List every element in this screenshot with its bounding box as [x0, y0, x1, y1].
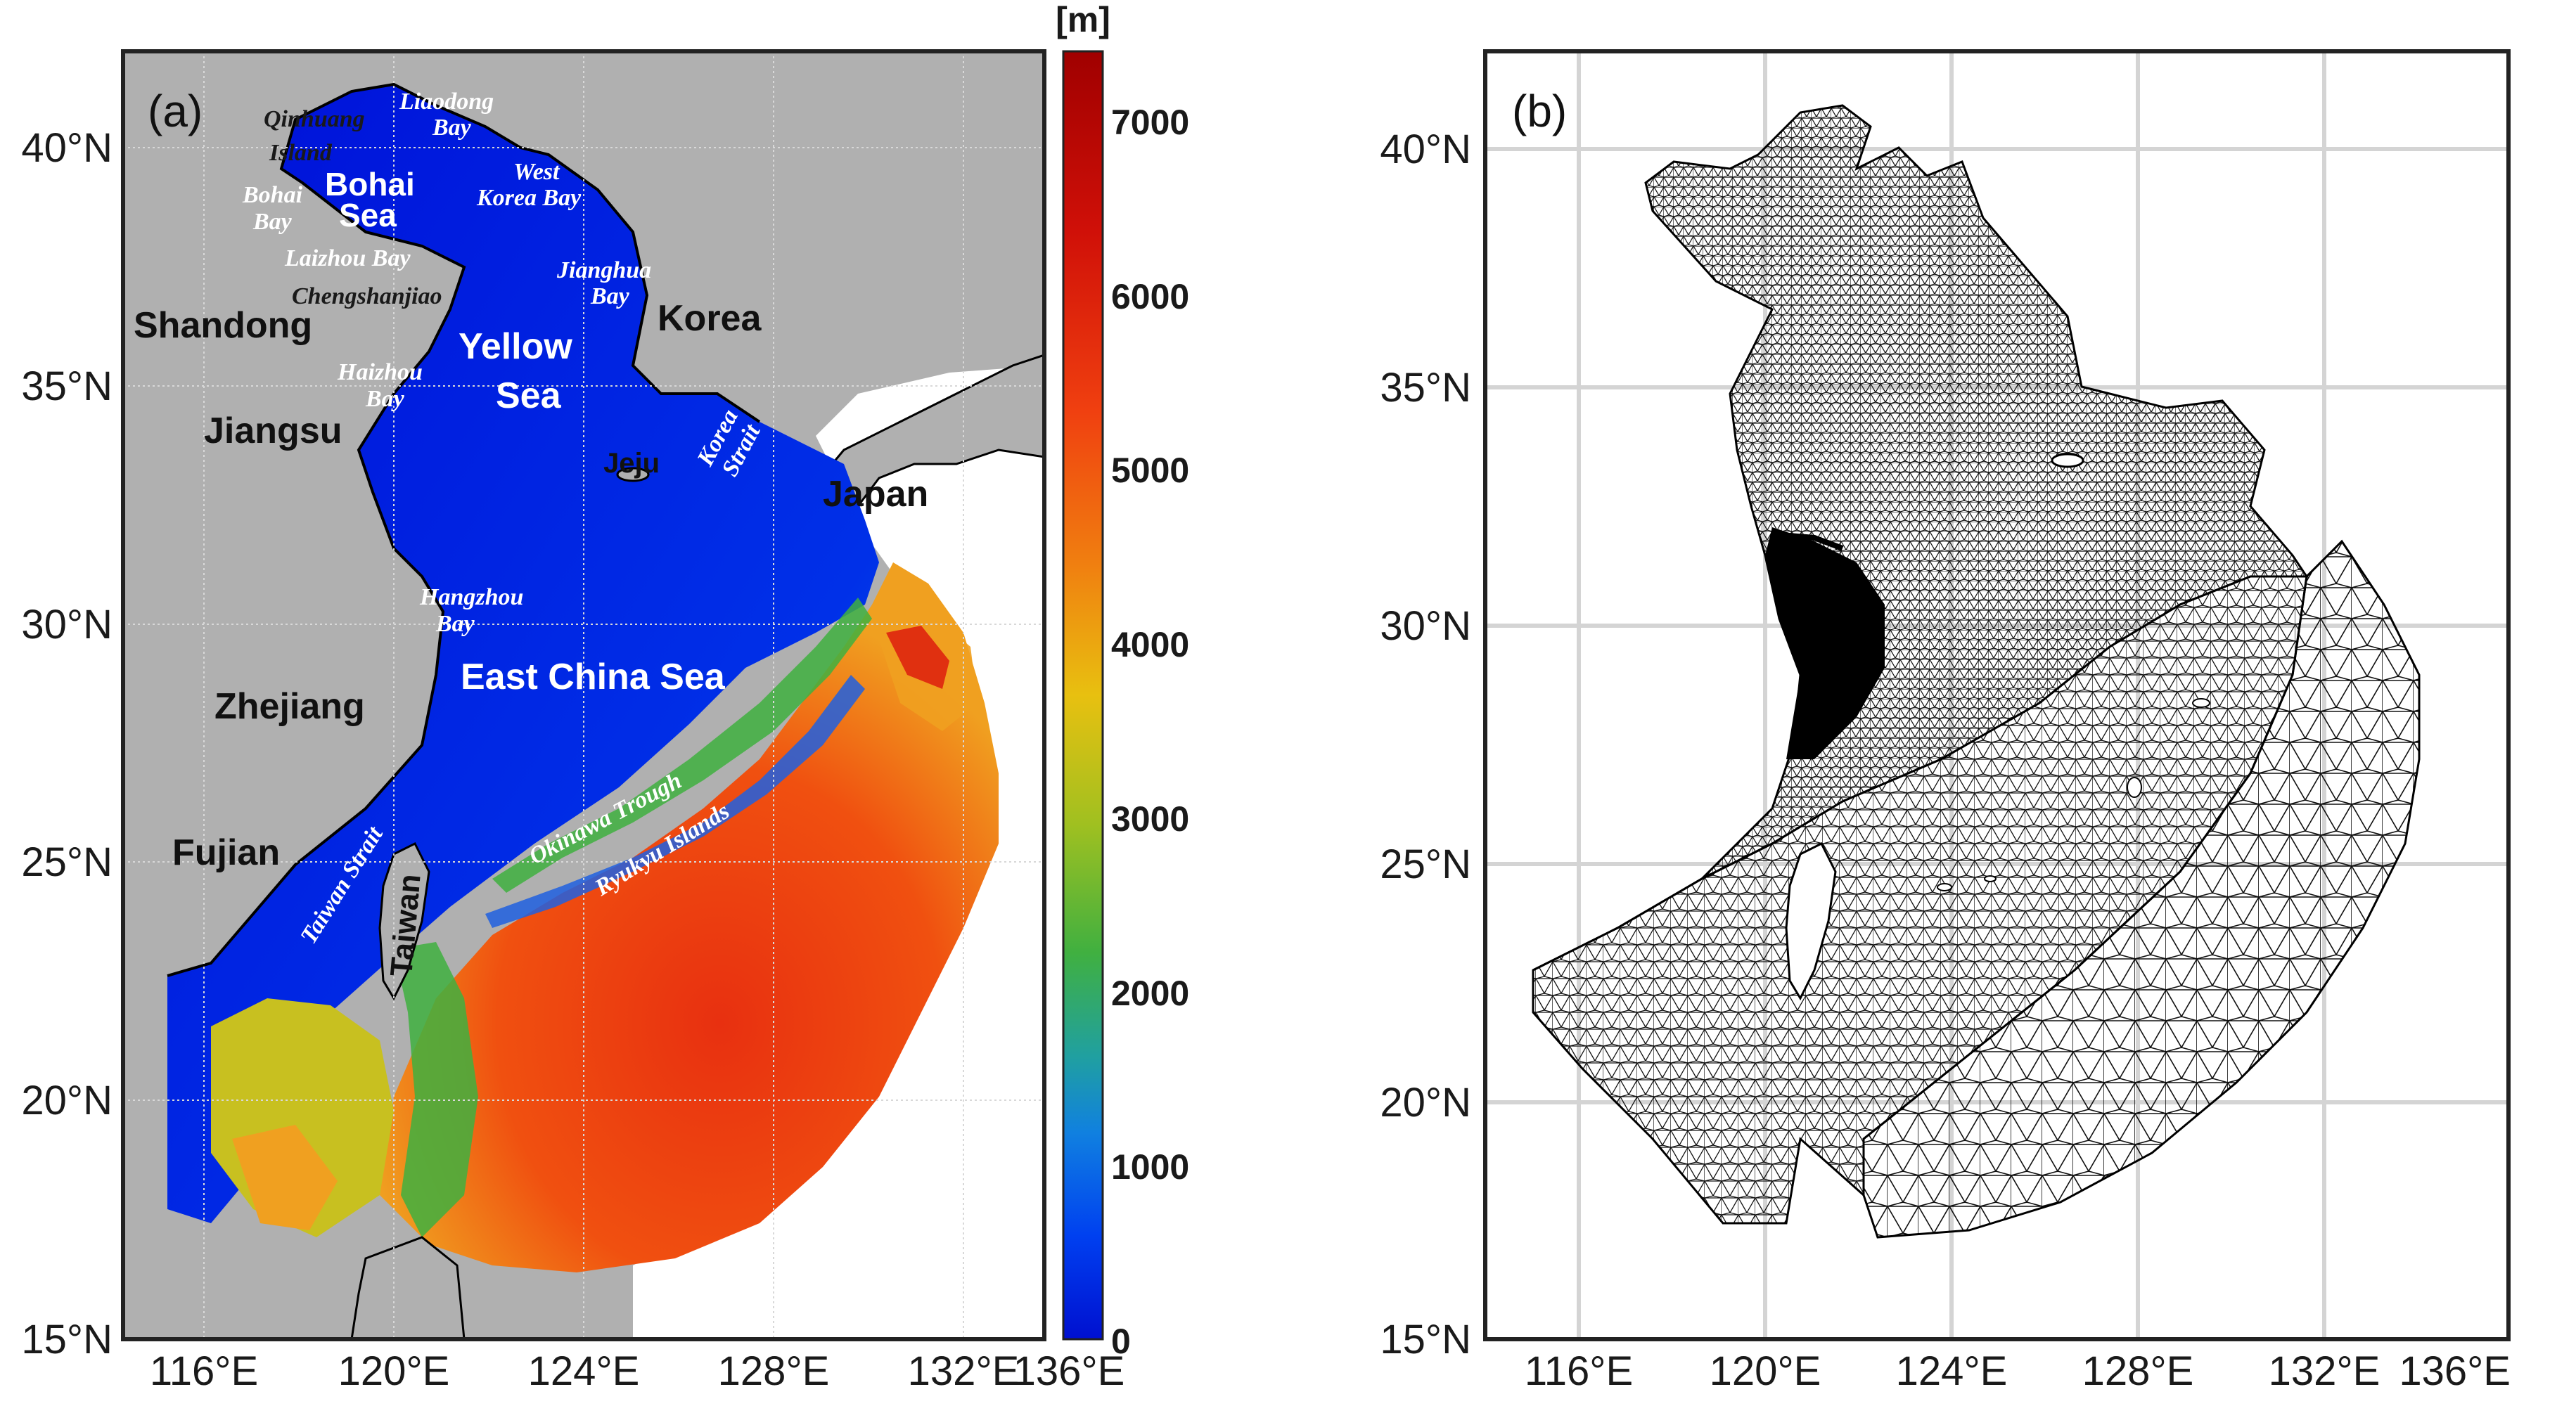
colorbar: [m] 0 1000 2000 3000 4000 5000 6000 7000 [1056, 0, 1189, 1361]
colorbar-ticks: 0 1000 2000 3000 4000 5000 6000 7000 [1111, 103, 1189, 1361]
mesh-taiwan-hole [1785, 841, 1837, 1001]
label-japan: Japan [823, 474, 928, 515]
label-bohai-sea-1: Bohai [325, 166, 415, 202]
label-liaodong-1: Liaodong [399, 89, 494, 115]
sea-shelf [167, 84, 879, 1223]
label-bohai-sea-2: Sea [339, 197, 397, 233]
label-korea: Korea [658, 298, 762, 339]
label-yellow-sea-1: Yellow [459, 326, 572, 367]
cbtick-1: 1000 [1111, 1147, 1189, 1187]
south-warm-patch [232, 1125, 338, 1230]
mesh-jeju-hole [2051, 453, 2084, 468]
label-liaodong-2: Bay [432, 115, 472, 141]
label-west-korea-2: Korea Bay [476, 185, 582, 211]
xtick-a-5: 136°E [1013, 1348, 1125, 1394]
panel-a-grid [123, 51, 1044, 1339]
panel-a-frame [121, 49, 1046, 1341]
ytick-b-3: 30°N [1380, 603, 1471, 649]
panel-a-xticks: 116°E 120°E 124°E 128°E 132°E 136°E [150, 1348, 1125, 1394]
ytick-a-3: 30°N [21, 602, 113, 647]
xtick-a-3: 128°E [718, 1348, 830, 1394]
mesh-island-hole-3 [1937, 883, 1952, 891]
taiwan-land [378, 841, 430, 1001]
xtick-b-0: 116°E [1525, 1348, 1633, 1394]
label-hangzhou-1: Hangzhou [419, 584, 523, 610]
label-laizhou-bay: Laizhou Bay [284, 245, 411, 271]
ytick-b-5: 40°N [1380, 127, 1471, 172]
label-jeju: Jeju [603, 448, 660, 479]
ytick-b-4: 35°N [1380, 365, 1471, 411]
xtick-a-4: 132°E [908, 1348, 1020, 1394]
deep-ocean [380, 562, 999, 1272]
ytick-b-2: 25°N [1380, 841, 1471, 887]
label-bohai-bay-1: Bohai [242, 182, 303, 208]
ytick-a-2: 25°N [21, 839, 113, 885]
mesh-island-hole-2 [2127, 777, 2142, 798]
ytick-a-4: 35°N [21, 363, 113, 409]
label-haizhou-2: Bay [365, 386, 405, 412]
ryukyu-ridge-band [485, 675, 865, 928]
panel-b: (b) 15°N 20°N 25°N 30°N 35°N 40°N 116°E … [1380, 49, 2511, 1394]
xtick-a-2: 124°E [528, 1348, 640, 1394]
panel-a-yticks: 15°N 20°N 25°N 30°N 35°N 40°N [21, 125, 113, 1362]
label-chengshanjiao: Chengshanjiao [292, 283, 442, 309]
colorbar-unit: [m] [1056, 0, 1110, 39]
taiwan-trench-green [394, 942, 478, 1237]
xtick-b-5: 136°E [2399, 1348, 2511, 1394]
cbtick-4: 4000 [1111, 625, 1189, 664]
mesh-island-hole-4 [1984, 875, 1997, 882]
cbtick-3: 3000 [1111, 799, 1189, 839]
ytick-a-5: 40°N [21, 125, 113, 171]
label-yellow-sea-2: Sea [496, 375, 562, 416]
panel-a: (a) Shandong Jiangsu Zhejiang Fujian Kor… [21, 49, 1125, 1394]
xtick-b-4: 132°E [2269, 1348, 2380, 1394]
cbtick-0: 0 [1111, 1322, 1131, 1361]
cbtick-5: 5000 [1111, 451, 1189, 490]
okinawa-trough-band [492, 598, 872, 893]
xtick-a-1: 120°E [338, 1348, 450, 1394]
cbtick-2: 2000 [1111, 974, 1189, 1013]
jeju-island [616, 467, 650, 482]
label-fujian: Fujian [172, 832, 280, 873]
cbtick-6: 6000 [1111, 277, 1189, 316]
label-bohai-bay-2: Bay [252, 209, 293, 235]
ytick-a-0: 15°N [21, 1317, 113, 1362]
mesh-fine-region [1532, 104, 2309, 972]
mesh-island-hole-1 [2192, 698, 2210, 708]
xtick-b-3: 128°E [2082, 1348, 2194, 1394]
yangtze-river-line [1771, 531, 1844, 551]
xtick-b-2: 124°E [1896, 1348, 2008, 1394]
xtick-b-1: 120°E [1710, 1348, 1821, 1394]
colorbar-gradient [1062, 50, 1104, 1341]
panel-b-yticks: 15°N 20°N 25°N 30°N 35°N 40°N [1380, 127, 1471, 1362]
east-deep-patch [886, 626, 949, 689]
xtick-a-0: 116°E [150, 1348, 258, 1394]
label-east-china-sea: East China Sea [461, 657, 726, 697]
mesh-dense-estuary [1765, 527, 1885, 759]
label-jianghua-2: Bay [590, 283, 630, 309]
label-haizhou-1: Haizhou [337, 359, 423, 385]
label-qinhuang-2: Island [269, 140, 333, 166]
label-hangzhou-2: Bay [435, 611, 475, 637]
panel-b-xticks: 116°E 120°E 124°E 128°E 132°E 136°E [1525, 1348, 2511, 1394]
label-zhejiang: Zhejiang [214, 686, 365, 727]
ytick-a-1: 20°N [21, 1078, 113, 1123]
luzon-land [350, 1236, 466, 1339]
panel-a-label: (a) [148, 86, 203, 136]
cbtick-7: 7000 [1111, 103, 1189, 142]
label-jiangsu: Jiangsu [204, 411, 342, 451]
label-jianghua-1: Jianghua [556, 257, 651, 283]
label-west-korea-1: West [513, 159, 560, 185]
panel-b-label: (b) [1512, 86, 1567, 136]
ytick-b-1: 20°N [1380, 1080, 1471, 1126]
label-qinhuang-1: Qinhuang [264, 106, 365, 132]
panel-b-frame [1483, 49, 2511, 1341]
ytick-b-0: 15°N [1380, 1317, 1471, 1362]
label-shandong: Shandong [134, 305, 312, 346]
